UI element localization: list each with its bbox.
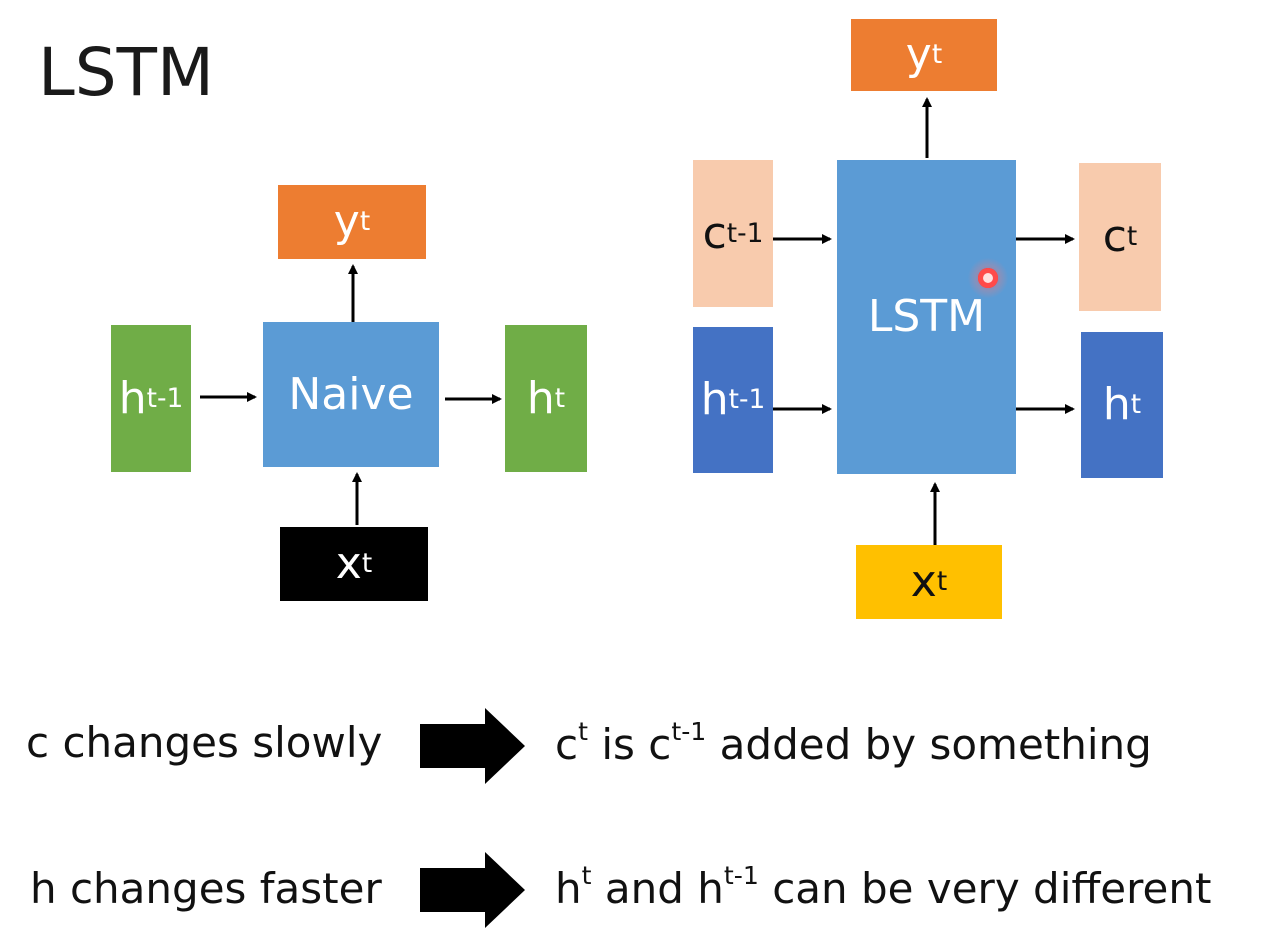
pointer-highlight: [968, 258, 1008, 298]
naive-x-label: x: [335, 538, 362, 589]
lstm-hnext-label: h: [1102, 379, 1131, 430]
naive-cell-label: Naive: [288, 368, 414, 420]
big-arrow-h: [420, 852, 525, 928]
lstm-hprev-label: h: [700, 374, 729, 425]
lstm-x-label: x: [910, 556, 937, 607]
naive-hidden-prev: h t-1: [111, 325, 191, 472]
lstm-hidden-prev: h t-1: [693, 327, 773, 473]
naive-hprev-label: h: [118, 372, 147, 424]
big-arrow-c: [420, 708, 525, 784]
lstm-cprev-label: c: [702, 207, 727, 259]
lstm-cell: LSTM: [837, 160, 1016, 474]
lstm-cell-state-prev: c t-1: [693, 160, 773, 307]
slide-title: LSTM: [38, 34, 214, 111]
lstm-cell-label: LSTM: [867, 291, 986, 342]
statement-h-left: h changes faster: [30, 864, 382, 913]
lstm-cnext-label: c: [1102, 211, 1127, 262]
lstm-y-label: y: [905, 29, 932, 80]
naive-cell: Naive: [263, 322, 439, 467]
statement-c-right: ct is ct-1 added by something: [555, 717, 1152, 769]
statement-h-right: ht and ht-1 can be very different: [555, 861, 1212, 913]
statement-c-left: c changes slowly: [26, 718, 383, 767]
naive-hnext-label: h: [526, 372, 555, 424]
naive-y-label: y: [333, 196, 360, 247]
